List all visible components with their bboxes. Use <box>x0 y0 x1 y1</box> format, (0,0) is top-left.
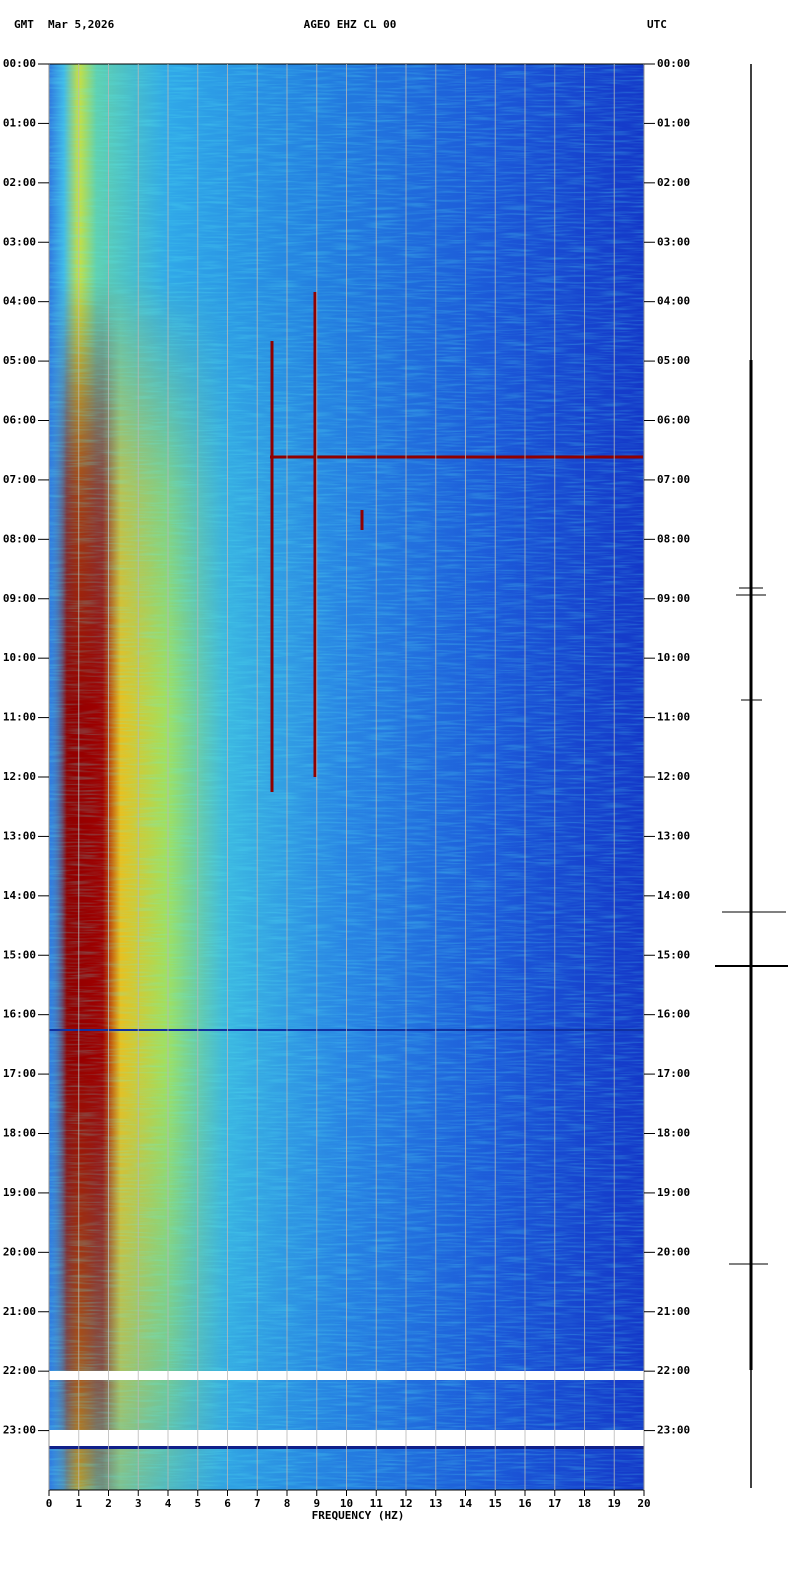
y-tick-label: 06:00 <box>657 414 690 427</box>
y-tick-label: 01:00 <box>3 116 36 129</box>
x-tick-label: 1 <box>75 1497 82 1510</box>
seismogram-trace <box>715 64 788 1488</box>
x-tick-label: 13 <box>429 1497 442 1510</box>
y-tick-label: 02:00 <box>657 176 690 189</box>
x-tick-label: 11 <box>370 1497 384 1510</box>
x-tick-label: 3 <box>135 1497 142 1510</box>
y-tick-label: 07:00 <box>3 473 36 486</box>
y-tick-label: 18:00 <box>657 1127 690 1140</box>
y-tick-label: 09:00 <box>3 592 36 605</box>
y-tick-label: 21:00 <box>657 1305 690 1318</box>
x-tick-label: 14 <box>459 1497 473 1510</box>
y-tick-label: 10:00 <box>3 651 36 664</box>
y-tick-label: 16:00 <box>657 1008 690 1021</box>
y-tick-label: 04:00 <box>657 295 690 308</box>
y-tick-label: 10:00 <box>657 651 690 664</box>
x-tick-label: 5 <box>194 1497 201 1510</box>
y-tick-label: 04:00 <box>3 295 36 308</box>
y-tick-label: 23:00 <box>657 1424 690 1437</box>
x-tick-label: 12 <box>399 1497 412 1510</box>
y-tick-label: 07:00 <box>657 473 690 486</box>
y-tick-label: 13:00 <box>657 829 690 842</box>
y-tick-label: 23:00 <box>3 1424 36 1437</box>
y-tick-label: 14:00 <box>657 889 690 902</box>
y-tick-label: 09:00 <box>657 592 690 605</box>
y-tick-label: 11:00 <box>657 711 690 724</box>
y-tick-label: 06:00 <box>3 414 36 427</box>
date: Mar 5,2026 <box>48 18 115 31</box>
x-tick-label: 10 <box>340 1497 353 1510</box>
x-tick-label: 7 <box>254 1497 261 1510</box>
y-tick-label: 19:00 <box>3 1186 36 1199</box>
y-tick-label: 17:00 <box>3 1067 36 1080</box>
x-axis-label: FREQUENCY (HZ) <box>312 1509 405 1522</box>
x-tick-label: 15 <box>489 1497 502 1510</box>
y-tick-label: 20:00 <box>657 1245 690 1258</box>
y-tick-label: 17:00 <box>657 1067 690 1080</box>
right-label: UTC <box>647 18 667 31</box>
x-tick-label: 16 <box>518 1497 532 1510</box>
x-tick-label: 8 <box>284 1497 291 1510</box>
y-tick-label: 20:00 <box>3 1245 36 1258</box>
y-tick-label: 12:00 <box>3 770 36 783</box>
y-tick-label: 00:00 <box>657 57 690 70</box>
y-tick-label: 21:00 <box>3 1305 36 1318</box>
x-tick-label: 18 <box>578 1497 591 1510</box>
y-tick-label: 15:00 <box>657 948 690 961</box>
y-tick-label: 05:00 <box>657 354 690 367</box>
y-tick-label: 22:00 <box>3 1364 36 1377</box>
y-tick-label: 12:00 <box>657 770 690 783</box>
y-tick-label: 01:00 <box>657 116 690 129</box>
y-tick-label: 19:00 <box>657 1186 690 1199</box>
x-tick-label: 20 <box>637 1497 650 1510</box>
chart-title: AGEO EHZ CL 00 <box>304 18 397 31</box>
y-tick-label: 22:00 <box>657 1364 690 1377</box>
y-tick-label: 02:00 <box>3 176 36 189</box>
x-tick-label: 4 <box>165 1497 172 1510</box>
y-tick-label: 11:00 <box>3 711 36 724</box>
y-tick-label: 08:00 <box>3 532 36 545</box>
x-tick-label: 19 <box>608 1497 621 1510</box>
x-tick-label: 0 <box>46 1497 53 1510</box>
y-tick-label: 03:00 <box>657 235 690 248</box>
x-tick-label: 6 <box>224 1497 231 1510</box>
x-tick-label: 9 <box>313 1497 320 1510</box>
left-label: GMT <box>14 18 34 31</box>
y-tick-label: 16:00 <box>3 1008 36 1021</box>
x-tick-label: 17 <box>548 1497 561 1510</box>
y-tick-label: 18:00 <box>3 1127 36 1140</box>
y-tick-label: 00:00 <box>3 57 36 70</box>
y-tick-label: 13:00 <box>3 829 36 842</box>
x-tick-label: 2 <box>105 1497 112 1510</box>
y-tick-label: 15:00 <box>3 948 36 961</box>
y-tick-label: 08:00 <box>657 532 690 545</box>
y-tick-label: 05:00 <box>3 354 36 367</box>
y-tick-label: 03:00 <box>3 235 36 248</box>
y-tick-label: 14:00 <box>3 889 36 902</box>
